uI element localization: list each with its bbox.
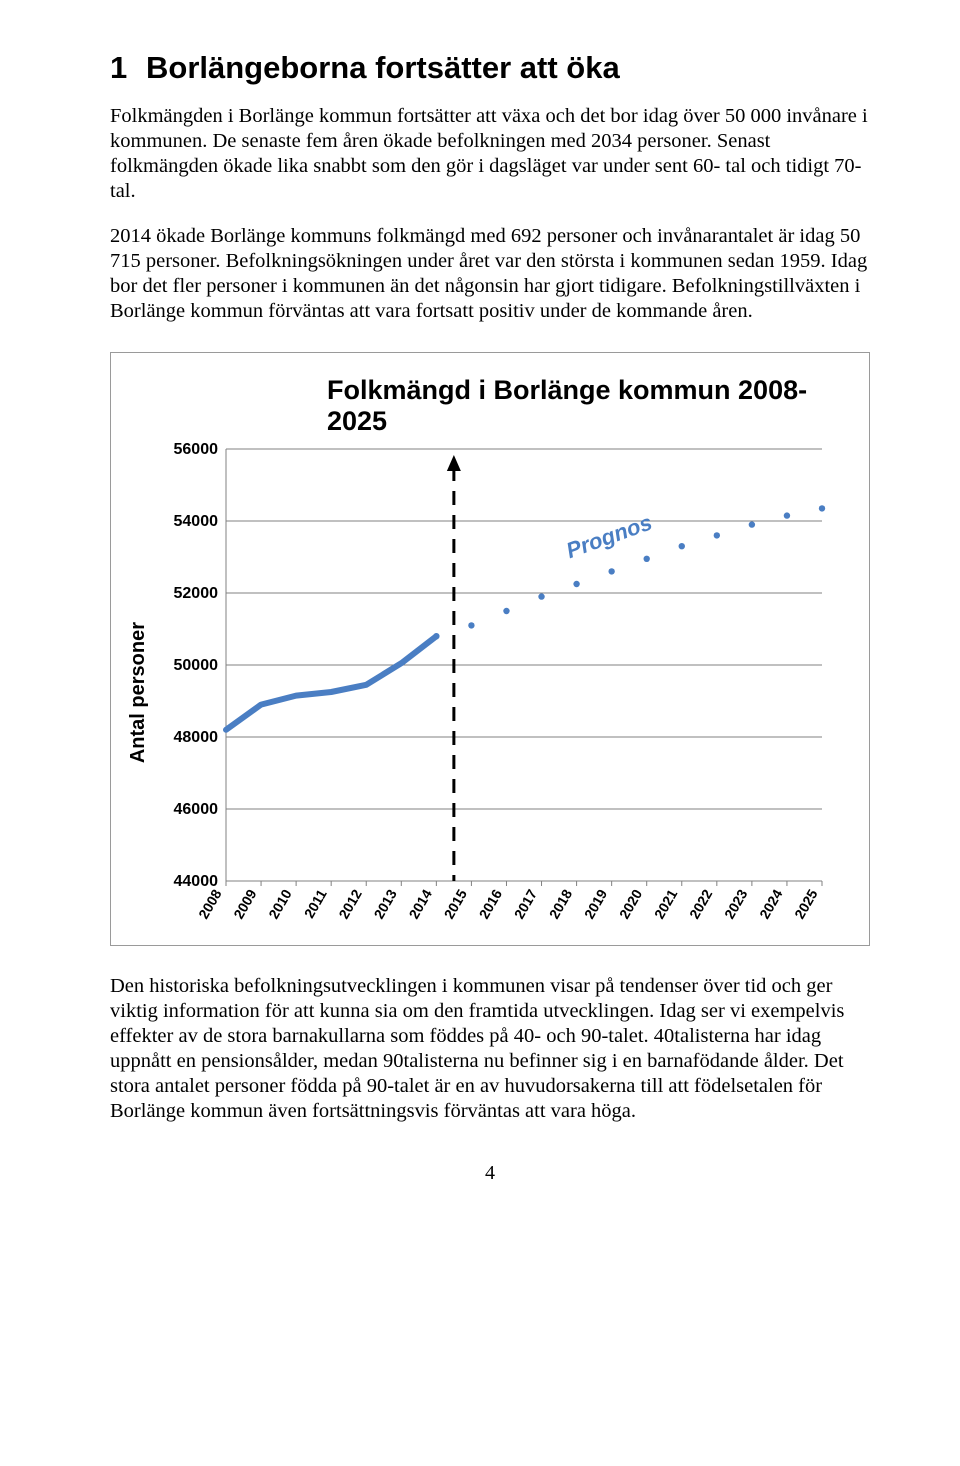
svg-text:2018: 2018	[546, 886, 576, 921]
svg-text:52000: 52000	[174, 585, 219, 602]
paragraph-1: Folkmängden i Borlänge kommun fortsätter…	[110, 104, 870, 204]
svg-text:2019: 2019	[581, 886, 611, 921]
svg-text:2022: 2022	[686, 886, 716, 921]
svg-text:48000: 48000	[174, 729, 219, 746]
page-number: 4	[110, 1162, 870, 1185]
paragraph-3: Den historiska befolkningsutvecklingen i…	[110, 974, 870, 1124]
svg-text:2009: 2009	[230, 886, 260, 921]
svg-text:2021: 2021	[651, 886, 681, 921]
svg-text:46000: 46000	[174, 801, 219, 818]
svg-text:2024: 2024	[756, 886, 786, 921]
svg-text:2020: 2020	[616, 886, 646, 921]
svg-text:2023: 2023	[721, 886, 751, 921]
svg-text:2013: 2013	[370, 886, 400, 921]
svg-text:2015: 2015	[441, 886, 471, 921]
heading-text: Borlängeborna fortsätter att öka	[146, 50, 620, 85]
svg-text:50000: 50000	[174, 657, 219, 674]
svg-text:Prognos: Prognos	[563, 509, 655, 563]
chart-title: Folkmängd i Borlänge kommun 2008-2025	[327, 375, 853, 437]
svg-text:2011: 2011	[301, 886, 330, 920]
chart-wrap: Antal personer 4400046000480005000052000…	[127, 443, 853, 943]
svg-text:54000: 54000	[174, 513, 219, 530]
svg-text:2014: 2014	[406, 886, 436, 921]
svg-text:56000: 56000	[174, 443, 219, 458]
paragraph-2: 2014 ökade Borlänge kommuns folkmängd me…	[110, 224, 870, 324]
heading: 1Borlängeborna fortsätter att öka	[110, 50, 870, 86]
svg-text:2008: 2008	[195, 886, 225, 921]
svg-text:2025: 2025	[791, 886, 821, 921]
svg-text:2010: 2010	[265, 886, 295, 921]
page: 1Borlängeborna fortsätter att öka Folkmä…	[0, 0, 960, 1225]
svg-text:2016: 2016	[476, 886, 506, 921]
chart-ylabel: Antal personer	[127, 622, 150, 763]
svg-text:2017: 2017	[511, 886, 541, 921]
line-chart: 4400046000480005000052000540005600020082…	[154, 443, 834, 943]
svg-text:2012: 2012	[335, 886, 365, 921]
heading-number: 1	[110, 50, 146, 86]
chart-frame: Folkmängd i Borlänge kommun 2008-2025 An…	[110, 352, 870, 946]
